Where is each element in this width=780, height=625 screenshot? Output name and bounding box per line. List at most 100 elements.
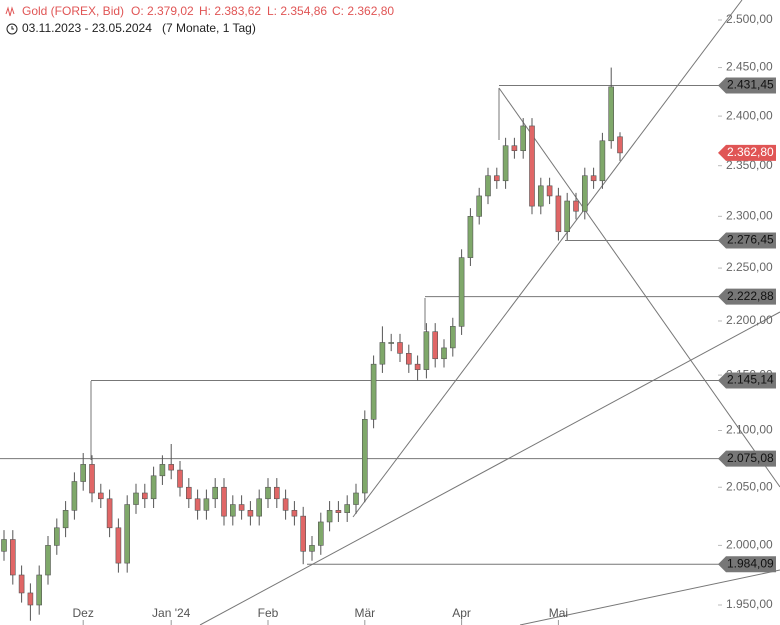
candle-body [133,492,139,505]
candle-body [529,125,535,207]
candle-body [18,574,25,594]
candle-body [10,539,16,576]
candle-body [106,498,113,529]
candle-body [212,486,218,500]
candle-body [256,498,263,517]
candle-body [476,195,483,217]
low-info: L: 2.354,86 [267,4,327,18]
candle-body [361,419,368,494]
open-info: O: 2.379,02 [131,4,194,18]
candle-body [317,521,324,546]
y-tick-label: 2.350,00 [726,158,773,172]
y-tick-label: 2.250,00 [726,260,773,274]
level-tag [718,288,776,305]
y-tick-label: 2.500,00 [726,12,773,26]
level-tag [718,232,776,249]
level-tag-label: 2.431,45 [727,78,774,92]
candle-body [458,257,465,327]
x-tick-label: Apr [452,606,471,620]
candle-body [581,175,588,212]
level-tag [718,450,776,467]
candle-body [89,464,95,494]
candle-body [493,175,500,182]
date-range: 03.11.2023 - 23.05.2024 [22,21,152,35]
clock-hand [11,26,14,30]
candle-body [405,353,412,365]
candle-body [168,464,174,471]
candle-body [449,326,456,349]
x-tick-label: Dez [73,606,94,620]
x-tick-label: Mär [354,606,375,620]
candle-body [291,510,298,517]
plot: 1.950,002.000,002.050,002.100,002.150,00… [0,12,776,625]
candle-body [485,175,491,197]
y-tick-label: 2.300,00 [726,208,773,222]
candle-body [309,545,315,552]
candle-body [53,527,60,546]
candle-body [546,185,553,197]
level-tag-label: 2.276,45 [727,233,774,247]
level-tag-label: 1.984,09 [727,556,774,570]
x-tick-label: Jan '24 [152,606,191,620]
last-price-tag-label: 2.362,80 [727,145,774,159]
candle-body [599,140,606,182]
candle-body [335,510,342,513]
candle-body [370,363,377,420]
trendline [352,0,743,518]
candle-body [520,125,527,152]
candle-body [388,342,395,344]
candle-body [511,145,518,152]
trendlines [90,0,780,625]
candle-body [203,498,210,511]
candle-body [62,510,69,529]
candle-body [186,486,192,500]
candle-body [265,486,271,500]
candle-body [537,185,544,207]
candle-body [98,492,104,500]
candle-body [353,492,359,505]
candle-body [441,347,447,360]
y-tick-label: 2.100,00 [726,423,773,437]
candle-body [238,504,245,511]
close-info: C: 2.362,80 [332,4,394,18]
date-span: (7 Monate, 1 Tag) [162,21,256,35]
candle-body [45,545,51,576]
candle-body [423,331,430,370]
candle-body [1,539,7,552]
candle-body [573,200,579,212]
candle-body [27,592,34,606]
candle-body [80,464,86,482]
level-tag-label: 2.075,08 [727,451,774,465]
x-tick-label: Feb [258,606,279,620]
candle-body [221,486,227,517]
candle-body [124,504,130,564]
candle-body [247,510,254,517]
trendline [519,569,780,625]
candle-body [414,363,421,370]
candle-body [432,331,439,360]
level-tag-label: 2.145,14 [727,373,774,387]
y-tick-label: 2.400,00 [726,108,773,122]
y-tick-label: 2.050,00 [726,479,773,493]
candle-body [397,342,403,354]
candle-body [617,136,623,154]
candle-body [555,195,562,233]
candle-body [115,527,122,564]
candle-body [326,510,333,523]
candle-body [273,486,280,500]
high-info: H: 2.383,62 [199,4,261,18]
candle-body [344,504,351,513]
candle-body [564,200,571,233]
x-tick-label: Mai [549,606,568,620]
candle-body [230,504,236,517]
chart-icon [5,6,15,17]
level-tag-label: 2.222,88 [727,289,774,303]
candle-body [159,464,166,477]
level-tag [718,556,776,573]
candle-body [142,492,148,500]
candle-body [590,175,597,182]
candle-body [150,475,157,500]
candle-body [282,498,289,511]
trendline [199,311,780,625]
y-tick-label: 1.950,00 [726,597,773,611]
